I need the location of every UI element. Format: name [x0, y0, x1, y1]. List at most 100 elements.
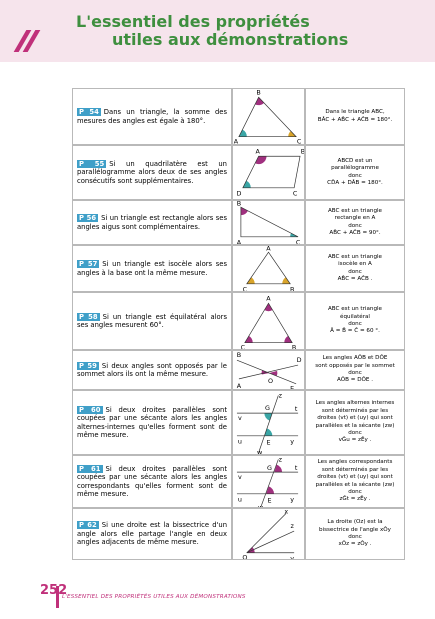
conclusion-cell: Les angles correspondants sont déterminés… [305, 455, 405, 508]
angle-mark [244, 335, 253, 343]
figure-label: t [295, 464, 298, 472]
statement-text: Si un triangle est équilatéral alors ses… [77, 312, 227, 329]
header: L'essentiel des propriétés utiles aux dé… [0, 0, 435, 62]
figure-label: G [265, 404, 270, 412]
statement: P 58 Si un triangle est équilatéral alors… [77, 312, 227, 330]
angle-mark [269, 370, 278, 376]
figure-label: u [238, 496, 242, 504]
conclusion-cell: ABC est un triangle équilatéral donc Â = B̂… [305, 292, 405, 350]
figure-label: y [290, 496, 294, 504]
property-id: P 55 [77, 159, 107, 168]
shape [246, 251, 291, 285]
statement: P 54 Dans un triangle, la somme des mesur… [77, 108, 227, 125]
conclusion-line: rectangle en A [334, 215, 376, 222]
conclusion-line: parallèles et la sécante (zw) [315, 481, 395, 488]
conclusion-cell: Les angles alternes internes sont détermi… [305, 390, 405, 455]
figure-label: v [238, 473, 242, 481]
conclusion-line: AÔB = DÔE . [336, 377, 373, 384]
conclusion-line: ABC est un triangle [327, 306, 382, 313]
figure-cell: B D A O E [232, 350, 305, 393]
figure-label: v [238, 414, 242, 422]
conclusion-cell: Les angles AÔB et DÔE sont opposés par le… [305, 350, 405, 390]
conclusion-line: La droite (Oz) est la [327, 519, 383, 526]
figure-cell: A B D C [232, 145, 305, 200]
statement-cell: P 60 Si deux droites parallèles sont coup… [72, 390, 232, 455]
conclusion-line: CD̂A + DÂB = 180°. [327, 179, 383, 186]
figure-label: E [290, 385, 294, 389]
conclusion-line: donc [348, 172, 362, 179]
conclusion-cell: ABCD est un parallélogramme donc CD̂A + DÂB… [305, 145, 405, 200]
figure-label: A [237, 239, 242, 244]
conclusion-line: donc [348, 370, 362, 376]
angle-mark [238, 129, 247, 137]
title: L'essentiel des propriétés [76, 12, 310, 31]
conclusion-line: donc [348, 429, 362, 436]
figure-label: t [295, 405, 298, 413]
figure: B A C [234, 88, 302, 145]
statement-cell: P 54 Dans un triangle, la somme des mesur… [72, 88, 232, 145]
figure-cell: A C B [232, 244, 305, 294]
conclusion-line: Dans le triangle ABC, [325, 109, 385, 116]
conclusion-line: équilatéral [340, 313, 370, 320]
angle-mark [274, 464, 283, 473]
figure: A C B [243, 244, 295, 293]
figure-label: D [236, 190, 241, 198]
line [236, 359, 297, 385]
figure-label: y [290, 438, 294, 446]
statement-cell: P 62 Si une droite est la bissectrice d'u… [72, 508, 232, 560]
conclusion-line: droites (vt) et (uy) qui sont [317, 474, 393, 481]
conclusion-line: AB̂C + AĈB = 90°. [329, 229, 381, 236]
conclusion-line: donc [348, 488, 362, 495]
statement: P 56 Si un triangle est rectangle alors s… [77, 214, 227, 231]
property-id: P 57 [77, 260, 100, 269]
property-id: P 62 [77, 521, 99, 530]
shape [242, 155, 301, 189]
figure-label: y [290, 555, 294, 559]
conclusion-line: droites (vt) et (uy) qui sont [317, 415, 393, 422]
conclusion-line: bissectrice de l'angle xÔy [319, 526, 391, 533]
angle-mark [266, 486, 275, 494]
figure-label: E [267, 497, 271, 505]
figure: B A C [237, 199, 301, 246]
decoration [56, 586, 59, 608]
property-id: P 58 [77, 312, 100, 321]
figure-cell: A C B [232, 292, 305, 352]
line [238, 364, 299, 380]
figure-label: x [284, 509, 288, 515]
conclusion-line: donc [348, 268, 362, 275]
conclusion-line: ABC est un triangle [327, 207, 382, 214]
figure-label: B [237, 351, 241, 359]
figure-label: A [237, 382, 242, 389]
footer-text: L'ESSENTIEL DES PROPRIÉTÉS UTILES AUX DÉ… [62, 594, 246, 600]
figure-label: C [243, 286, 248, 291]
statement: P 55 Si un quadrilatère est un parallélog… [77, 159, 227, 185]
figure-label: u [238, 438, 242, 446]
figure: A C B [241, 294, 297, 351]
conclusion-line: Les angles correspondants [317, 459, 393, 466]
figure-cell: B A C [232, 88, 305, 146]
conclusion-line: parallèles et la sécante (zw) [315, 422, 395, 429]
figure-label: E [266, 439, 270, 447]
property-id: P 61 [77, 464, 103, 473]
property-id: P 60 [77, 405, 103, 414]
conclusion-line: sont opposés par le sommet [315, 362, 395, 369]
figure-label: C [241, 344, 246, 349]
figure: A B D C [236, 147, 305, 198]
line [258, 395, 279, 453]
property-id: P 59 [77, 361, 99, 370]
conclusion-line: Â = B̂ = Ĉ = 60 °. [330, 328, 380, 335]
property-id: P 54 [77, 108, 101, 117]
angle-mark [264, 303, 273, 312]
statement-text: Si deux droites parallèles sont coupées … [77, 405, 227, 439]
conclusion-line: AB̂C = AĈB . [337, 275, 373, 282]
conclusion-line: Les angles AÔB et DÔE [322, 355, 388, 362]
angle-mark [242, 180, 251, 188]
statement-cell: P 55 Si un quadrilatère est un parallélog… [72, 145, 232, 200]
page-number: 252 [40, 583, 68, 598]
statement-text: Si deux droites parallèles sont coupées … [77, 464, 227, 498]
conclusion-line: ABC est un triangle [327, 253, 382, 260]
figure: x z O y [242, 507, 294, 562]
